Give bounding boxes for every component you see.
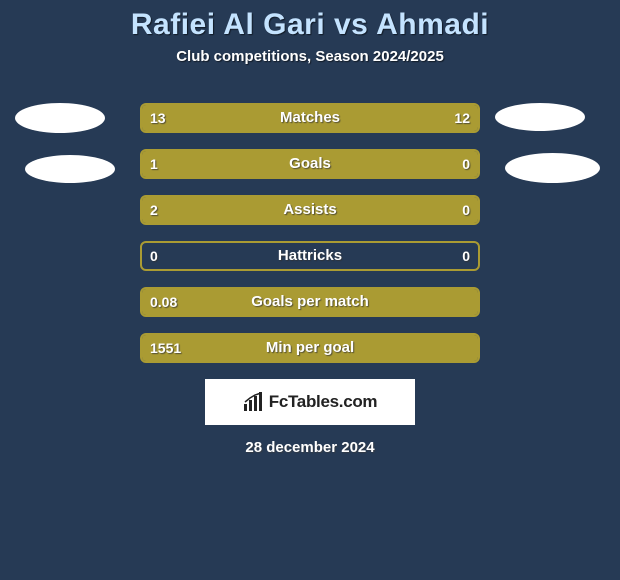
fctables-icon <box>243 392 265 412</box>
stat-value-right <box>460 333 480 363</box>
player-left-ellipse-2 <box>25 155 115 183</box>
stat-bar-outline <box>140 149 480 179</box>
stat-bars: 1312Matches10Goals20Assists00Hattricks0.… <box>140 103 480 363</box>
stat-row: 1312Matches <box>140 103 480 133</box>
title-vs: vs <box>334 8 368 41</box>
stat-bar-fill-left <box>142 197 401 223</box>
stat-value-right: 0 <box>452 241 480 271</box>
chart-area: 1312Matches10Goals20Assists00Hattricks0.… <box>0 103 620 456</box>
stat-value-left: 2 <box>140 195 168 225</box>
page-title: Rafiei Al Gari vs Ahmadi <box>0 0 620 42</box>
player-left-ellipse-1 <box>15 103 105 133</box>
stat-bar-fill-left <box>142 151 401 177</box>
player-right-ellipse-1 <box>495 103 585 131</box>
fctables-logo-text: FcTables.com <box>269 392 378 412</box>
title-player-left: Rafiei Al Gari <box>131 8 325 41</box>
stat-value-left: 0 <box>140 241 168 271</box>
stat-row: 10Goals <box>140 149 480 179</box>
stat-value-right: 12 <box>444 103 480 133</box>
player-right-ellipse-2 <box>505 153 600 183</box>
stat-value-right: 0 <box>452 195 480 225</box>
stat-bar-outline <box>140 287 480 317</box>
stat-value-left: 1551 <box>140 333 191 363</box>
stat-row: 20Assists <box>140 195 480 225</box>
stat-value-right <box>460 287 480 317</box>
stat-row: 1551Min per goal <box>140 333 480 363</box>
stat-value-left: 13 <box>140 103 176 133</box>
stat-bar-fill-left <box>142 335 478 361</box>
stat-bar-fill-left <box>142 289 478 315</box>
stat-bar-outline <box>140 241 480 271</box>
comparison-infographic: Rafiei Al Gari vs Ahmadi Club competitio… <box>0 0 620 580</box>
stat-value-left: 1 <box>140 149 168 179</box>
stat-row: 0.08Goals per match <box>140 287 480 317</box>
stat-bar-outline <box>140 103 480 133</box>
fctables-logo: FcTables.com <box>205 379 415 425</box>
stat-value-right: 0 <box>452 149 480 179</box>
stat-bar-outline <box>140 195 480 225</box>
stat-row: 00Hattricks <box>140 241 480 271</box>
stat-value-left: 0.08 <box>140 287 187 317</box>
footer-date: 28 december 2024 <box>0 439 620 456</box>
title-player-right: Ahmadi <box>376 8 489 41</box>
subtitle: Club competitions, Season 2024/2025 <box>0 48 620 65</box>
